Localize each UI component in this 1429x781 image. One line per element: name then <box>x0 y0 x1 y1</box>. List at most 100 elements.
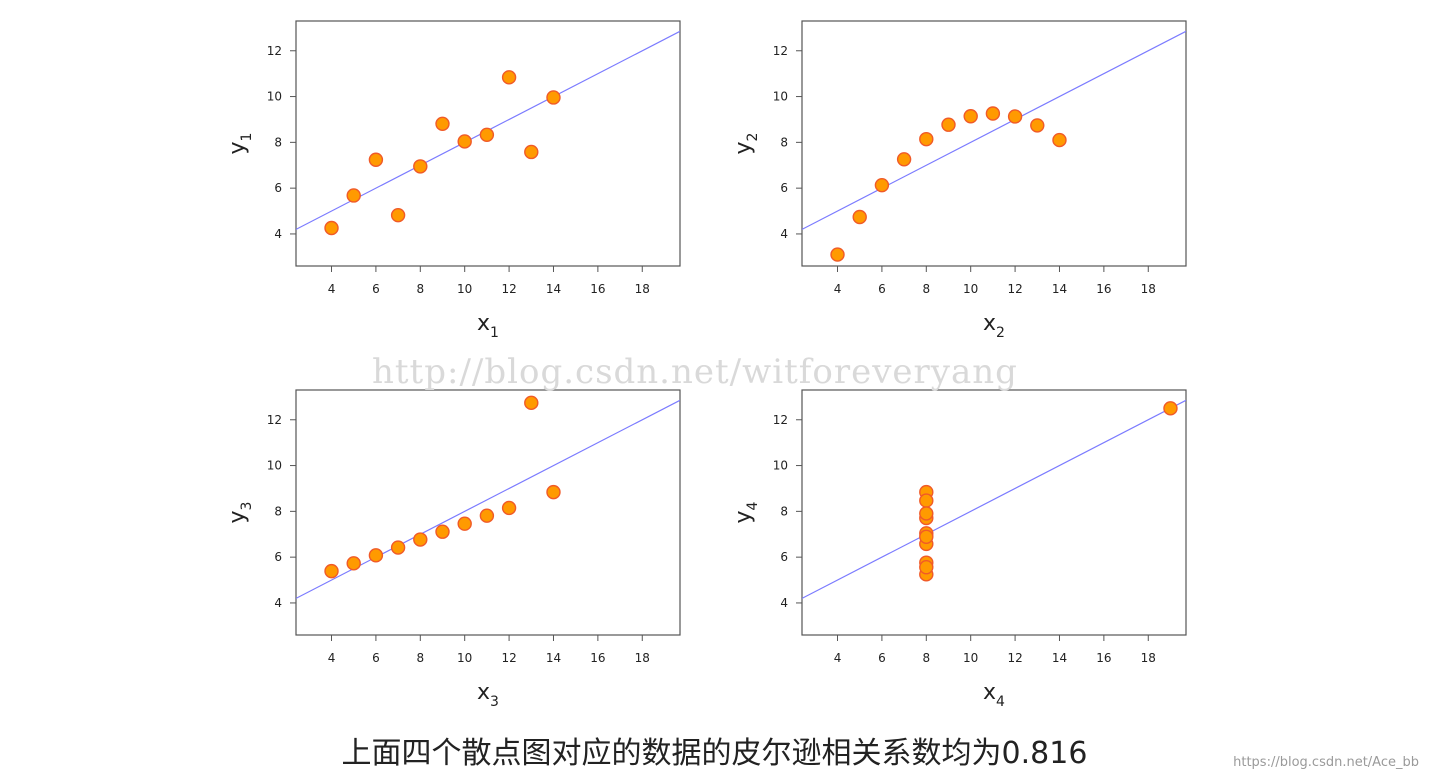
panel-1-data-point <box>457 134 472 149</box>
panel-4-data-point <box>1163 401 1178 416</box>
panel-2-data-point <box>941 117 956 132</box>
panel-3-y-tick-label: 4 <box>274 596 282 610</box>
panel-2-y-tick-label: 12 <box>773 44 788 58</box>
panel-1-y-tick-label: 6 <box>274 181 282 195</box>
panel-2-data-point <box>852 209 867 225</box>
panel-4-x-tick-label: 12 <box>1007 651 1022 665</box>
panel-4-x-tick-label: 18 <box>1141 651 1156 665</box>
panel-1-x-tick-label: 4 <box>328 282 336 296</box>
panel-2-data-point <box>919 131 934 147</box>
scatter-panel-2: 4 6 8 10 12 14 16 18 4 6 8 10 12 x2 y2 <box>731 20 1187 341</box>
panel-3-data-point <box>390 540 406 555</box>
panel-1-x-tick-label: 16 <box>590 282 605 296</box>
panel-2-frame <box>801 20 1187 267</box>
panel-4-regression-line <box>802 399 1186 599</box>
panel-4-y-tick-label: 6 <box>780 550 788 564</box>
panel-2-y-tick-label: 6 <box>780 181 788 195</box>
panel-3-data-point <box>413 532 428 547</box>
panel-1-y-tick-label: 12 <box>267 44 282 58</box>
panel-3-data-point <box>546 484 561 500</box>
panel-2-y-tick-label: 8 <box>780 135 788 149</box>
panel-3-x-tick-label: 18 <box>635 651 650 665</box>
panel-1-data-point <box>501 70 517 85</box>
scatter-panel-3: 4 6 8 10 12 14 16 18 4 6 8 10 12 x3 y3 <box>225 389 681 710</box>
panel-1-x-tick-label: 8 <box>416 282 424 296</box>
panel-4-x-tick-label: 10 <box>963 651 978 665</box>
panel-2-y-tick-label: 4 <box>780 227 788 241</box>
panel-4-data-point <box>919 560 934 575</box>
panel-3-data-point <box>457 516 472 531</box>
panel-1-x-tick-label: 18 <box>635 282 650 296</box>
panel-2-data-point <box>1030 118 1045 133</box>
panel-3-x-tick-label: 14 <box>546 651 561 665</box>
panel-2-x-axis-label: x2 <box>983 311 1005 341</box>
panel-3-data-point <box>324 563 339 579</box>
panel-2-x-tick-label: 10 <box>963 282 978 296</box>
panel-3-x-axis-label: x3 <box>477 680 499 710</box>
panel-2-data-point <box>830 247 845 262</box>
panel-2-x-tick-label: 12 <box>1007 282 1022 296</box>
panel-2-x-tick-label: 8 <box>922 282 930 296</box>
panel-2-regression-line <box>802 30 1186 230</box>
panel-2-data-point <box>963 109 978 124</box>
figure-caption: 上面四个散点图对应的数据的皮尔逊相关系数均为0.816 <box>341 736 1088 771</box>
panel-4-y-tick-label: 8 <box>780 504 788 518</box>
panel-3-x-tick-label: 4 <box>328 651 336 665</box>
panel-4-x-tick-label: 4 <box>834 651 842 665</box>
panel-1-x-axis-label: x1 <box>477 311 499 341</box>
panel-2-x-tick-label: 6 <box>878 282 886 296</box>
panel-1-x-tick-label: 12 <box>501 282 516 296</box>
panel-2-x-tick-label: 18 <box>1141 282 1156 296</box>
panel-1-data-point <box>368 152 384 167</box>
panel-3-data-point <box>524 395 539 411</box>
panel-2-data-point <box>1007 109 1023 124</box>
panel-2-x-tick-label: 14 <box>1052 282 1067 296</box>
panel-1-data-point <box>546 90 561 105</box>
panel-2-y-tick-label: 10 <box>773 90 788 104</box>
panel-4-x-tick-label: 14 <box>1052 651 1067 665</box>
panel-1-frame <box>295 20 681 267</box>
panel-3-y-axis-label: y3 <box>225 502 255 524</box>
panel-2-data-point <box>985 106 1001 121</box>
panel-1-data-point <box>324 220 339 236</box>
panel-1-y-tick-label: 4 <box>274 227 282 241</box>
panel-4-data-point <box>919 506 934 521</box>
scatter-panel-4: 4 6 8 10 12 14 16 18 4 6 8 10 12 x4 y4 <box>731 389 1187 710</box>
panel-4-y-tick-label: 4 <box>780 596 788 610</box>
panel-1-data-point <box>390 207 406 223</box>
scatter-panel-1: 4 6 8 10 12 14 16 18 4 6 8 10 12 x1 y1 <box>225 20 681 341</box>
panel-1-x-tick-label: 6 <box>372 282 380 296</box>
panel-3-y-tick-label: 6 <box>274 550 282 564</box>
panel-1-data-point <box>413 159 428 174</box>
panel-3-x-tick-label: 12 <box>501 651 516 665</box>
panel-4-data-point <box>919 529 934 544</box>
panel-2-data-point <box>896 152 912 167</box>
panel-2-y-axis-label: y2 <box>731 133 761 155</box>
panel-3-data-point <box>435 524 450 539</box>
source-credit: https://blog.csdn.net/Ace_bb <box>1233 755 1419 770</box>
panel-1-y-axis-label: y1 <box>225 133 255 155</box>
panel-2-data-point <box>874 177 890 193</box>
panel-3-y-tick-label: 12 <box>267 413 282 427</box>
panel-3-data-point <box>479 508 495 523</box>
panel-3-data-point <box>501 500 517 516</box>
panel-4-frame <box>801 389 1187 636</box>
panel-1-data-point <box>524 144 539 160</box>
panel-3-x-tick-label: 10 <box>457 651 472 665</box>
panel-3-y-tick-label: 10 <box>267 459 282 473</box>
panel-4-x-tick-label: 16 <box>1096 651 1111 665</box>
panel-1-data-point <box>435 116 450 132</box>
panel-1-data-point <box>479 127 495 142</box>
panel-1-y-tick-label: 10 <box>267 90 282 104</box>
panel-1-x-tick-label: 14 <box>546 282 561 296</box>
panel-1-data-point <box>346 188 361 203</box>
panel-2-data-point <box>1052 132 1067 148</box>
panel-1-x-tick-label: 10 <box>457 282 472 296</box>
panel-1-y-tick-label: 8 <box>274 135 282 149</box>
panel-4-x-tick-label: 8 <box>922 651 930 665</box>
panel-4-y-tick-label: 12 <box>773 413 788 427</box>
panel-4-y-axis-label: y4 <box>731 501 761 523</box>
panel-3-x-tick-label: 8 <box>416 651 424 665</box>
watermark-url: http://blog.csdn.net/witforeveryang <box>372 352 1018 392</box>
panel-3-x-tick-label: 6 <box>372 651 380 665</box>
